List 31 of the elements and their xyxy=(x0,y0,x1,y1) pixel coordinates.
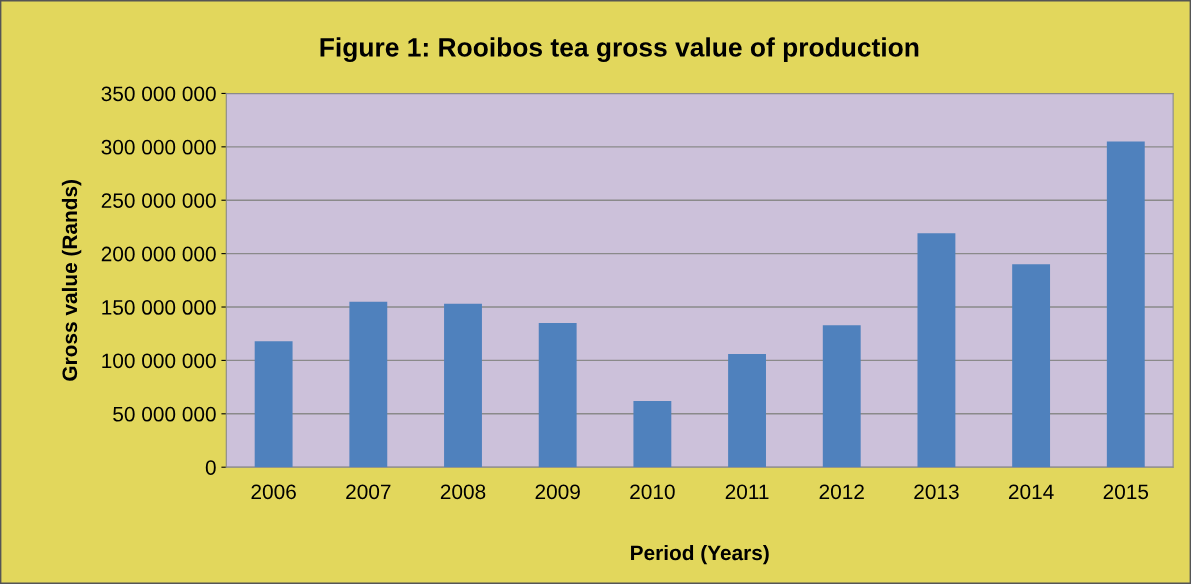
bar xyxy=(1012,264,1051,468)
y-tick-label: 150 000 000 xyxy=(102,300,216,315)
bar xyxy=(254,341,293,468)
bar xyxy=(633,400,672,468)
y-tick-label: 250 000 000 xyxy=(101,193,216,208)
bar xyxy=(822,325,861,468)
chart-title: Figure 1: Rooibos tea gross value of production xyxy=(320,37,919,62)
x-tick-label: 2013 xyxy=(914,484,959,500)
bar xyxy=(1106,141,1145,468)
x-tick-label: 2010 xyxy=(630,484,675,500)
y-tick-label: 50 000 000 xyxy=(113,406,216,422)
x-tick-label: 2008 xyxy=(440,484,486,500)
bar xyxy=(917,233,956,468)
y-tick-label: 350 000 000 xyxy=(101,86,216,102)
y-tick-label: 200 000 000 xyxy=(101,246,216,262)
x-tick-label: 2009 xyxy=(535,484,580,500)
y-tick-label: 0 xyxy=(205,460,216,475)
x-tick-label: 2007 xyxy=(346,484,391,500)
x-axis-title: Period (Years) xyxy=(631,544,769,565)
y-tick-label: 300 000 000 xyxy=(101,139,216,155)
bar xyxy=(538,323,577,468)
bar xyxy=(444,303,482,468)
x-tick-label: 2011 xyxy=(725,484,769,500)
x-tick-label: 2012 xyxy=(819,484,864,500)
bar xyxy=(728,354,766,468)
y-axis-title: Gross value (Rands) xyxy=(61,180,82,381)
y-tick-label: 100 000 000 xyxy=(102,353,216,369)
x-tick-label: 2015 xyxy=(1103,484,1149,500)
x-tick-label: 2006 xyxy=(251,484,296,500)
x-tick-label: 2014 xyxy=(1008,484,1054,500)
bar xyxy=(349,301,388,468)
